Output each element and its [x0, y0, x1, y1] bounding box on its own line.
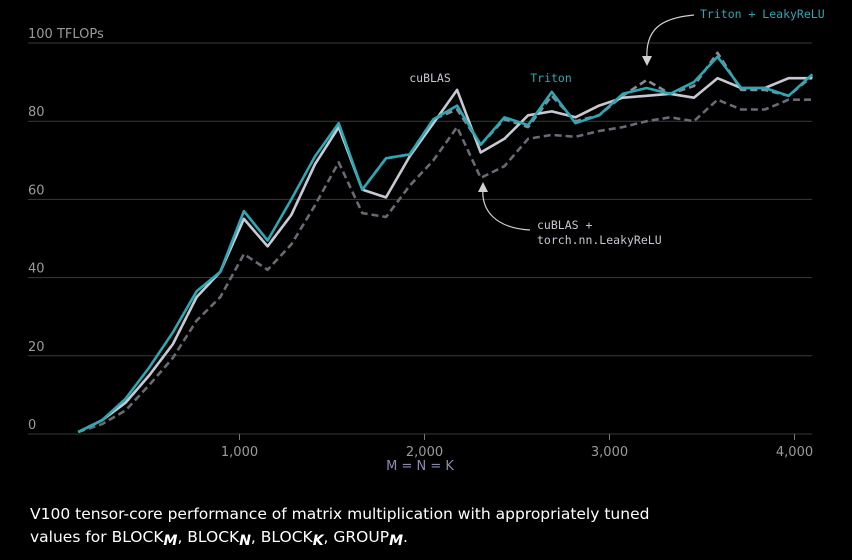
caption-param: BLOCKK	[260, 528, 324, 549]
caption-separator: ,	[177, 528, 188, 546]
annotation-cublas-leakyrelu-line: cuBLAS +	[537, 218, 592, 232]
series-line-cublas-torch-nn-leakyrelu	[77, 98, 813, 434]
y-axis-ticks: 0 20 40 60 80 100 TFLOPs	[28, 27, 104, 433]
caption-prefix: V100 tensor-core performance of matrix m…	[30, 505, 650, 546]
annotation-cublas-leakyrelu-line: torch.nn.LeakyReLU	[537, 233, 662, 247]
arrowhead-icon	[478, 182, 488, 192]
x-axis-ticks: 1,000 2,000 3,000 4,000	[221, 434, 813, 460]
caption-separator: ,	[323, 528, 334, 546]
caption-param: BLOCKM	[111, 528, 178, 549]
annotation-cublas: cuBLAS	[409, 71, 451, 85]
caption-param-subscript: M	[163, 533, 178, 549]
x-tick-label: 1,000	[221, 445, 258, 460]
annotation-arrow	[646, 14, 695, 61]
annotations: cuBLAS Triton Triton + LeakyReLU cuBLAS +to…	[409, 7, 824, 247]
caption-param: BLOCKN	[187, 528, 251, 549]
caption-block-params: BLOCKM, BLOCKN, BLOCKK, GROUPM.	[111, 528, 408, 549]
caption-separator: .	[403, 528, 408, 546]
annotation-triton: Triton	[530, 71, 572, 85]
annotation-arrow	[482, 187, 531, 231]
y-tick-label: 20	[28, 340, 45, 355]
y-tick-label: 100 TFLOPs	[28, 27, 104, 42]
series-line-triton	[77, 55, 814, 434]
y-tick-label: 80	[28, 105, 45, 120]
y-tick-label: 0	[28, 418, 36, 433]
grid-lines	[28, 42, 812, 435]
x-tick-label: 3,000	[591, 445, 628, 460]
annotation-triton-leakyrelu: Triton + LeakyReLU	[700, 7, 825, 21]
series-line-cublas	[77, 76, 813, 434]
arrowhead-icon	[642, 56, 652, 66]
figure-caption: V100 tensor-core performance of matrix m…	[30, 503, 670, 550]
caption-param: GROUPM	[333, 528, 404, 549]
x-tick-label: 4,000	[776, 445, 813, 460]
series-lines	[77, 51, 814, 434]
y-tick-label: 60	[28, 183, 45, 198]
line-chart: 0 20 40 60 80 100 TFLOPs 1,000 2,000 3,000 4,000…	[28, 7, 825, 474]
y-tick-label: 40	[28, 262, 45, 277]
series-line-triton-leakyrelu	[77, 51, 814, 434]
x-tick-label: 2,000	[406, 445, 443, 460]
caption-param-subscript: M	[389, 533, 404, 549]
x-axis-label: M = N = K	[386, 459, 454, 474]
caption-separator: ,	[250, 528, 261, 546]
caption-param-subscript: N	[239, 533, 251, 549]
caption-param-subscript: K	[312, 533, 324, 549]
